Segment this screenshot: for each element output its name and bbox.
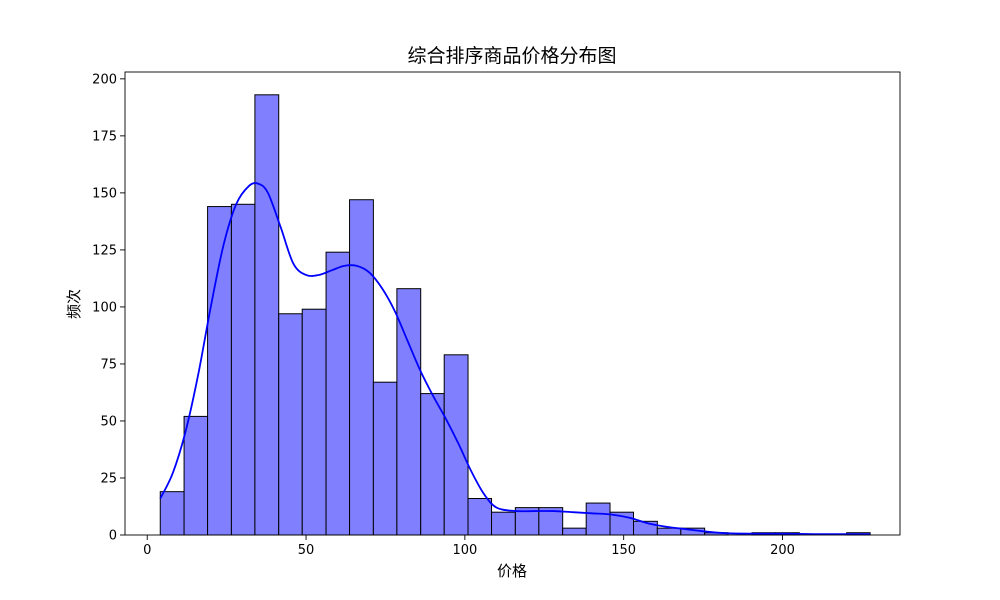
x-tick-label: 200: [770, 543, 795, 558]
y-tick-label: 125: [92, 243, 117, 258]
x-tick-label: 50: [298, 543, 315, 558]
histogram-bar: [372, 381, 398, 536]
x-tick-label: 150: [611, 543, 636, 558]
axes-frame: [124, 71, 901, 536]
y-tick-label: 100: [92, 300, 117, 315]
x-tick-label: 100: [452, 543, 477, 558]
x-axis-title: 价格: [497, 562, 527, 580]
histogram-bar: [207, 206, 232, 536]
histogram-bar: [278, 313, 303, 536]
y-tick-label: 175: [92, 129, 117, 144]
histogram-bar: [254, 94, 280, 536]
y-axis-ticks: 0 25 50 75 100 125 150 175 200: [92, 72, 125, 544]
x-tick-label: 0: [143, 543, 151, 558]
histogram-bar: [159, 491, 185, 536]
histogram-bar: [585, 502, 611, 536]
histogram-bar: [349, 199, 374, 536]
y-tick-label: 25: [100, 471, 117, 486]
y-tick-label: 75: [100, 357, 117, 372]
y-tick-label: 0: [109, 529, 117, 544]
kde-layer: [159, 182, 871, 536]
histogram-bar: [301, 308, 327, 536]
histogram-bar: [656, 527, 682, 536]
y-axis-title: 频次: [65, 289, 83, 319]
histogram-bar: [230, 203, 256, 536]
y-tick-label: 150: [92, 186, 117, 201]
y-tick-label: 50: [100, 414, 117, 429]
kde-density-curve: [159, 182, 871, 536]
chart-title: 综合排序商品价格分布图: [407, 45, 616, 67]
histogram-bar: [325, 251, 351, 536]
histogram-bar: [443, 354, 469, 536]
histogram-bar: [183, 415, 209, 536]
histogram-bar: [467, 498, 493, 536]
y-tick-label: 200: [92, 72, 117, 87]
histogram-bar: [491, 511, 516, 536]
x-axis-ticks: 0 50 100 150 200: [143, 535, 795, 558]
histogram-bar: [562, 527, 587, 536]
histogram-bar: [420, 393, 445, 536]
